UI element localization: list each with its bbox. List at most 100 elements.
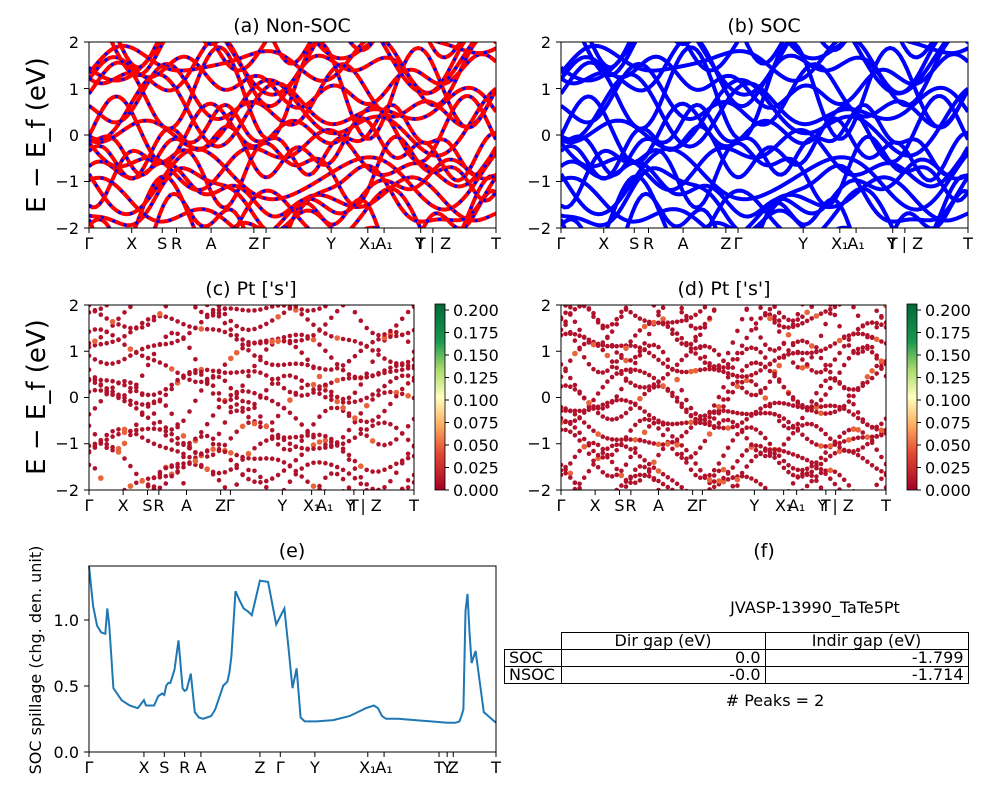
projection-point: [411, 472, 414, 478]
projection-point: [193, 325, 198, 331]
projection-point: [823, 444, 828, 449]
projection-point: [293, 472, 299, 477]
projection-point: [358, 382, 364, 387]
projection-point: [99, 507, 104, 512]
projection-point: [632, 437, 639, 443]
projection-point: [633, 360, 638, 366]
projection-point: [665, 320, 671, 326]
projection-point: [763, 410, 768, 416]
projection-point: [860, 383, 866, 389]
projection-point: [851, 401, 856, 407]
table-header: Dir gap (eV): [560, 632, 766, 650]
projection-point: [809, 399, 814, 404]
projection-point: [287, 397, 293, 403]
projection-point: [637, 418, 643, 424]
projection-point: [299, 474, 305, 479]
projection-point: [311, 422, 316, 427]
projection-point: [753, 427, 759, 432]
projection-point: [376, 469, 381, 474]
projection-point: [234, 408, 239, 414]
projection-point: [311, 390, 316, 395]
projection-point: [879, 469, 884, 474]
projection-point: [730, 484, 736, 489]
projection-point: [193, 368, 198, 373]
projection-point: [837, 515, 842, 520]
projection-point: [264, 511, 269, 516]
projection-point: [869, 499, 875, 505]
projection-point: [305, 392, 310, 398]
projection-point: [823, 450, 828, 455]
ytick: −1: [55, 172, 79, 191]
projection-point: [855, 346, 861, 352]
projection-point: [89, 462, 92, 468]
panel-e-title: (e): [279, 540, 306, 562]
projection-point: [809, 408, 814, 413]
projection-point: [800, 488, 805, 490]
projection-point: [164, 284, 169, 289]
projection-point: [883, 325, 886, 330]
projection-point: [790, 430, 796, 436]
projection-point: [240, 307, 245, 313]
projection-point: [317, 446, 322, 451]
projection-point: [157, 427, 163, 432]
projection-point: [679, 369, 684, 375]
projection-point: [744, 363, 749, 369]
projection-point: [800, 305, 805, 307]
projection-point: [758, 368, 763, 373]
projection-point: [740, 267, 745, 272]
projection-point: [275, 442, 281, 447]
projection-point: [646, 387, 652, 393]
projection-point: [181, 283, 186, 288]
projection-point: [157, 283, 163, 289]
projection-point: [568, 475, 573, 480]
projection-point: [786, 317, 791, 323]
kpoint-label: A: [195, 758, 206, 777]
projection-point: [92, 343, 98, 348]
projection-point: [846, 333, 852, 338]
projection-point: [411, 305, 414, 309]
kpoint-label: X₁: [775, 496, 792, 515]
projection-point: [370, 296, 375, 301]
projection-point: [567, 470, 574, 477]
projection-point: [145, 484, 151, 489]
projection-point: [637, 464, 643, 469]
projection-point: [411, 453, 414, 459]
projection-point: [670, 478, 675, 483]
projection-point: [382, 298, 387, 303]
projection-point: [804, 436, 810, 442]
projection-point: [711, 424, 717, 429]
projection-point: [305, 362, 310, 368]
projection-point: [364, 344, 370, 349]
projection-point: [128, 325, 133, 331]
projection-point: [772, 305, 777, 309]
projection-point: [828, 344, 833, 349]
projection-point: [334, 377, 341, 384]
projection-point: [246, 348, 251, 353]
projection-point: [804, 350, 810, 356]
projection-point: [364, 284, 370, 290]
projection-point: [175, 297, 180, 302]
projection-point: [340, 467, 346, 473]
projection-point: [595, 342, 601, 348]
projection-point: [711, 410, 717, 416]
projection-point: [804, 405, 810, 410]
projection-point: [698, 332, 703, 338]
projection-point: [763, 453, 768, 459]
projection-point: [767, 411, 773, 416]
projection-point: [128, 506, 133, 511]
projection-point: [210, 436, 216, 442]
projection-point: [776, 310, 782, 316]
projection-point: [739, 343, 745, 349]
projection-point: [563, 427, 568, 433]
projection-point: [652, 263, 657, 268]
projection-point: [89, 449, 92, 454]
projection-point: [679, 341, 684, 346]
projection-point: [169, 473, 174, 479]
projection-point: [281, 385, 287, 391]
projection-point: [790, 472, 796, 478]
projection-point: [364, 395, 370, 401]
colorbar-tick-label: 0.000: [453, 481, 499, 500]
projection-point: [139, 353, 145, 359]
projection-point: [287, 447, 293, 453]
projection-point: [842, 519, 847, 524]
